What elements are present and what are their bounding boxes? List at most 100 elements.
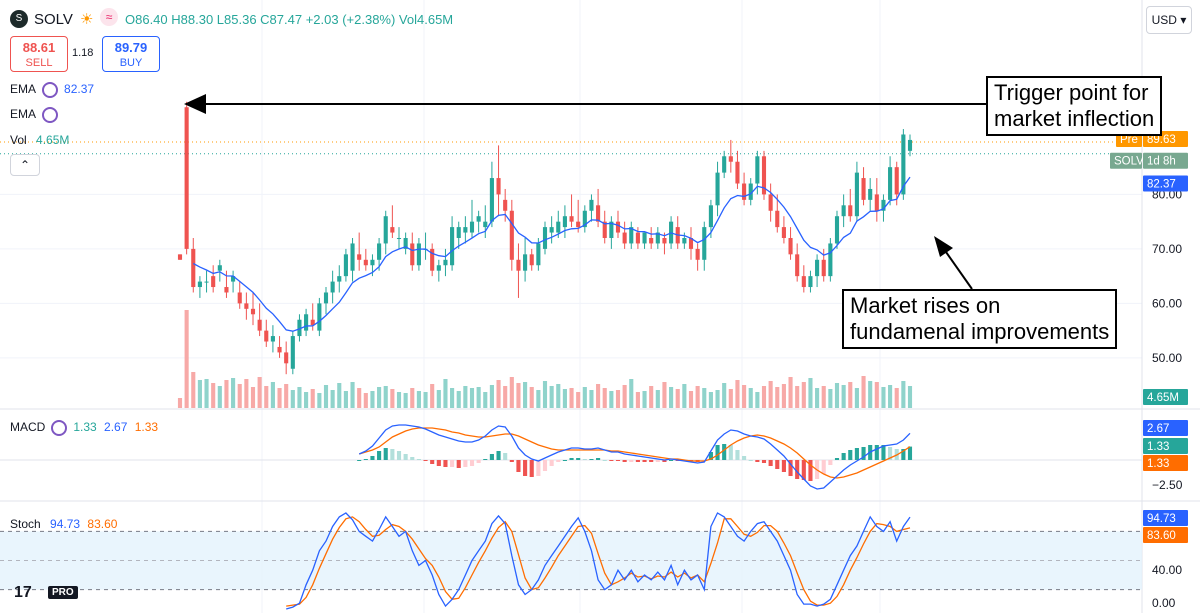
symbol-name[interactable]: SOLV [34, 11, 73, 28]
macd-hist-bar [615, 460, 621, 461]
candle-body [775, 210, 780, 228]
price-tick-label: 70.00 [1152, 242, 1182, 256]
candle-body [848, 205, 853, 217]
volume-bar [184, 310, 189, 408]
trigger-line-1: Trigger point for [994, 80, 1149, 105]
candle-body [244, 303, 249, 309]
stoch-legend[interactable]: Stoch 94.73 83.60 [10, 517, 117, 531]
volume-bar [337, 383, 342, 408]
macd-hist-bar [841, 453, 846, 460]
volume-bar [489, 385, 494, 408]
collapse-legend-button[interactable]: ⌃ [10, 154, 40, 176]
macd-hist-bar [476, 460, 481, 463]
volume-bar [529, 387, 534, 408]
ema1-label: EMA [10, 82, 37, 97]
candle-body [496, 178, 501, 195]
volume-bar [854, 388, 859, 408]
volume-bar [901, 381, 906, 408]
volume-bar [231, 378, 236, 408]
candle-body [177, 254, 183, 260]
volume-legend[interactable]: Vol 4.65M [10, 133, 69, 147]
tradingview-logo[interactable]: 17 [14, 584, 32, 601]
volume-bar [370, 391, 375, 408]
stoch-label: Stoch [10, 517, 41, 531]
volume-bar [343, 391, 348, 408]
ema1-legend[interactable]: EMA 82.37 [10, 82, 94, 98]
ema2-legend[interactable]: EMA [10, 107, 64, 123]
volume-bar [761, 386, 767, 408]
volume-bar [536, 390, 541, 408]
macd-hist-bar [662, 460, 667, 462]
sell-button[interactable]: 88.61 SELL [10, 36, 68, 72]
candle-body [290, 336, 295, 369]
candle-body [184, 107, 189, 249]
macd-hist-bar [416, 459, 421, 460]
macd-line-tag-bg [1143, 420, 1188, 436]
ema1-value: 82.37 [64, 82, 95, 97]
candle-body [436, 265, 441, 271]
stoch-tick-label: 0.00 [1152, 596, 1176, 610]
candle-body [270, 336, 275, 342]
volume-bar [503, 386, 508, 408]
volume-bar [589, 390, 594, 408]
macd-hist-bar [357, 460, 362, 461]
rise-line-1: Market rises on [850, 293, 1001, 318]
candle-body [861, 178, 866, 200]
candle-body [337, 276, 342, 282]
volume-bar [323, 385, 329, 408]
currency-selector[interactable]: USD ▾ [1146, 6, 1192, 34]
macd-hist-bar [363, 459, 368, 460]
macd-hist-bar [768, 460, 773, 466]
volume-bar [217, 386, 222, 408]
candle-body [635, 232, 640, 244]
refresh-icon[interactable] [42, 82, 59, 98]
volume-bar [197, 380, 202, 408]
candle-body [503, 199, 508, 211]
volume-bar [715, 390, 720, 408]
volume-bar [562, 389, 567, 408]
buy-button[interactable]: 89.79 BUY [102, 36, 160, 72]
macd-hist-bar [888, 447, 893, 460]
macd-hist-tag-bg [1143, 438, 1188, 454]
volume-bar [742, 385, 747, 408]
candle-body [456, 227, 461, 238]
volume-bar [861, 376, 866, 408]
volume-bar [191, 372, 196, 408]
candle-body [257, 319, 262, 331]
candle-body [901, 134, 906, 195]
volume-bar [841, 385, 846, 408]
candle-body [211, 276, 216, 288]
candle-body [237, 292, 242, 304]
candle-body [450, 227, 455, 266]
macd-hist-bar [669, 460, 674, 461]
macd-hist-bar [775, 460, 780, 469]
candle-body [250, 308, 256, 315]
macd-hist-bar [423, 460, 428, 461]
volume-bar [768, 381, 773, 408]
premarket-value: 89.63 [1147, 134, 1176, 146]
volume-bar [310, 389, 315, 408]
rise-arrow-shaft [945, 251, 973, 290]
macd-signal-value: 1.33 [134, 420, 159, 435]
refresh-icon[interactable] [42, 107, 59, 123]
macd-hist-bar [496, 451, 501, 460]
macd-hist-bar [556, 460, 561, 462]
macd-legend[interactable]: MACD 1.33 2.67 1.33 [10, 420, 158, 436]
stoch-k-tag-bg [1143, 510, 1188, 526]
symbol-tag-bg [1110, 152, 1142, 169]
macd-hist-bar [430, 460, 435, 464]
candle-body [310, 319, 315, 326]
macd-hist-bar [377, 451, 382, 460]
refresh-icon[interactable] [51, 420, 68, 436]
macd-hist-bar [562, 460, 567, 461]
candle-body [582, 210, 587, 228]
candle-body [609, 221, 614, 238]
volume-bar [177, 398, 183, 408]
candle-body [357, 254, 362, 260]
candle-body [536, 243, 541, 266]
volume-bar [815, 388, 820, 408]
candle-body [649, 238, 654, 244]
macd-hist-bar [456, 460, 461, 468]
rise-line-2: fundamenal improvements [850, 319, 1110, 344]
